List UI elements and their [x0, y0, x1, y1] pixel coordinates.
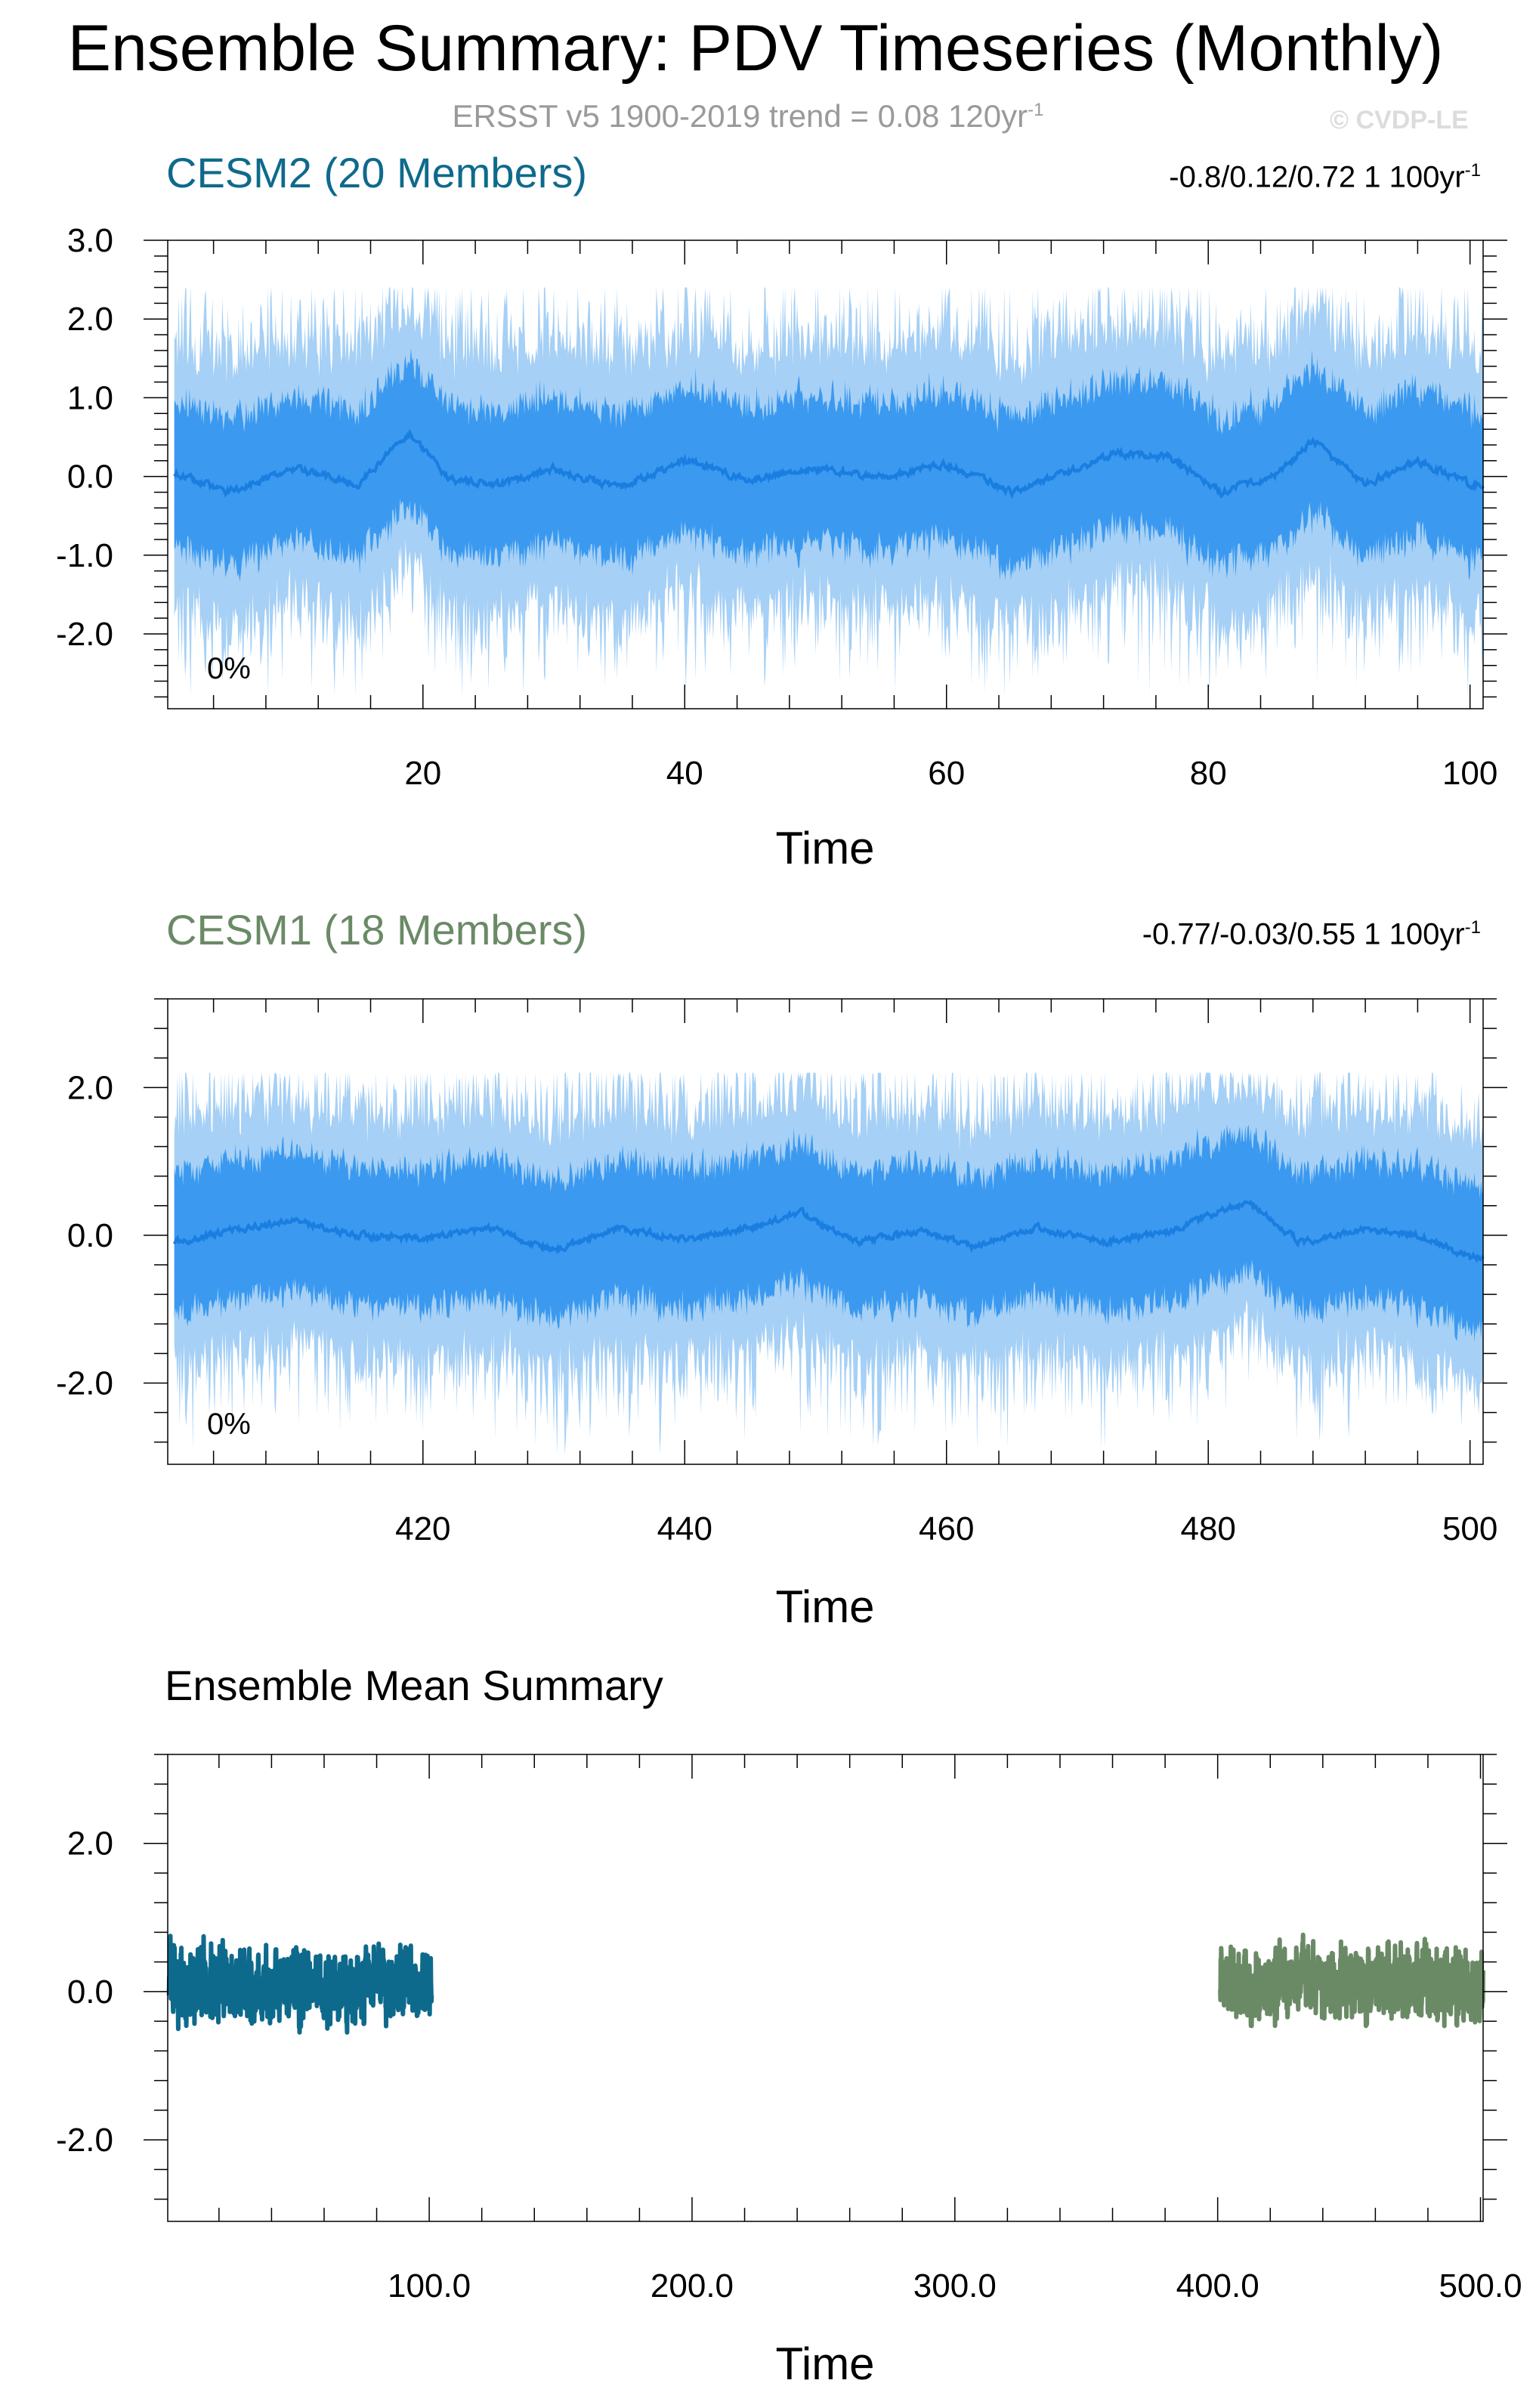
panel1-stats-sup: -1	[1464, 160, 1481, 181]
x-tick-label: 500.0	[1439, 2267, 1522, 2304]
subtitle-superscript: -1	[1028, 100, 1044, 120]
panel3-x-axis-title: Time	[775, 2338, 875, 2389]
plot-frame	[167, 1754, 1484, 2222]
x-tick-label: 200.0	[651, 2267, 734, 2304]
x-tick-label: 100.0	[388, 2267, 471, 2304]
inner-ensemble-band	[174, 1124, 1484, 1342]
ensemble-mean-line	[172, 1199, 1485, 1264]
x-tick-label: 420	[395, 1510, 450, 1547]
y-tick-label: 2.0	[67, 301, 113, 338]
panel2-x-axis-title: Time	[775, 1581, 875, 1632]
x-tick-label: 300.0	[913, 2267, 997, 2304]
credit-watermark: © CVDP-LE	[1330, 106, 1469, 134]
panel2-stats-text: -0.77/-0.03/0.55 1 100yr	[1142, 917, 1465, 951]
panel2-title: CESM1 (18 Members)	[166, 906, 588, 954]
y-tick-label: 0.0	[67, 1217, 113, 1254]
x-tick-label: 20	[404, 755, 441, 792]
x-tick-label: 440	[657, 1510, 712, 1547]
x-tick-label: 40	[666, 755, 703, 792]
subtitle-text: ERSST v5 1900-2019 trend = 0.08 120yr	[452, 98, 1028, 134]
x-tick-label: 60	[928, 755, 965, 792]
ensemble-mean-line	[173, 428, 1485, 499]
y-tick-label: -1.0	[56, 537, 113, 574]
y-tick-label: -2.0	[56, 1365, 113, 1402]
panel-annotation: 0%	[207, 1408, 251, 1441]
panel2-stats-sup: -1	[1464, 917, 1481, 938]
y-tick-label: -2.0	[56, 616, 113, 653]
x-tick-label: 500	[1442, 1510, 1497, 1547]
ensemble-mean-series-1	[166, 1934, 434, 2035]
panel1-stats: -0.8/0.12/0.72 1 100yr-1	[1043, 160, 1481, 194]
y-tick-label: 0.0	[67, 459, 113, 496]
panel-annotation: 0%	[207, 652, 251, 685]
y-tick-label: -2.0	[56, 2122, 113, 2159]
chart-subtitle: ERSST v5 1900-2019 trend = 0.08 120yr-1	[0, 98, 1496, 134]
y-tick-label: 2.0	[67, 1825, 113, 1862]
plot-frame	[167, 998, 1484, 1465]
panel1-title: CESM2 (20 Members)	[166, 149, 588, 196]
plot-frame	[167, 240, 1484, 709]
panel-3: 100.0 200.0 300.0 400.0 500.0 -2.0 0.0 2.0	[56, 1754, 1522, 2304]
x-tick-label: 460	[919, 1510, 974, 1547]
y-tick-label: 1.0	[67, 379, 113, 416]
panel3-title: Ensemble Mean Summary	[165, 1661, 663, 1709]
ensemble-mean-series-2	[1218, 1932, 1485, 2029]
panel-1: 0% 20 40 60 80 100 -2.0 -1.0 0.0 1.0 2.0 3.0	[56, 222, 1507, 792]
inner-ensemble-band	[174, 348, 1484, 582]
page-title: Ensemble Summary: PDV Timeseries (Monthl…	[67, 12, 1444, 85]
x-tick-label: 100	[1442, 755, 1497, 792]
x-tick-label: 400.0	[1176, 2267, 1259, 2304]
panel1-x-axis-title: Time	[775, 823, 875, 873]
panel-2: 0% 420 440 460 480 500 -2.0 0.0 2.0	[56, 998, 1507, 1547]
y-tick-label: 0.0	[67, 1974, 113, 2011]
x-tick-label: 80	[1190, 755, 1227, 792]
panel1-stats-text: -0.8/0.12/0.72 1 100yr	[1169, 160, 1465, 194]
y-tick-label: 2.0	[67, 1069, 113, 1106]
x-tick-label: 480	[1180, 1510, 1235, 1547]
panel2-stats: -0.77/-0.03/0.55 1 100yr-1	[1043, 917, 1481, 951]
y-tick-label: 3.0	[67, 222, 113, 259]
